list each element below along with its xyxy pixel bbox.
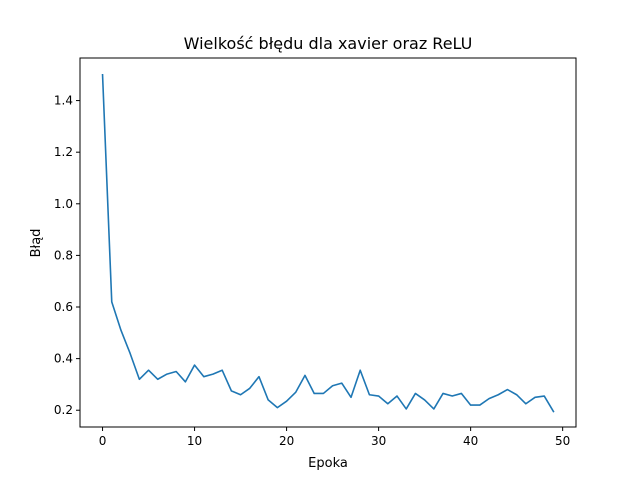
data-point	[534, 396, 536, 398]
data-point	[387, 403, 389, 405]
data-point	[442, 392, 444, 394]
data-point	[313, 392, 315, 394]
data-point	[138, 378, 140, 380]
y-tick-label: 0.8	[54, 248, 73, 262]
data-point	[378, 395, 380, 397]
data-point	[543, 395, 545, 397]
x-tick-label: 50	[555, 434, 570, 448]
x-tick-label: 30	[371, 434, 386, 448]
y-tick-label: 0.6	[54, 300, 73, 314]
data-point	[322, 392, 324, 394]
data-point	[230, 390, 232, 392]
series-line	[101, 73, 555, 413]
x-axis-label: Epoka	[308, 456, 348, 471]
chart-title: Wielkość błędu dla xavier oraz ReLU	[184, 34, 473, 53]
x-tick-label: 20	[279, 434, 294, 448]
data-point	[258, 376, 260, 378]
data-point	[479, 404, 481, 406]
data-point	[405, 408, 407, 410]
data-point	[552, 411, 554, 413]
data-point	[332, 385, 334, 387]
data-point	[497, 394, 499, 396]
data-point	[120, 329, 122, 331]
y-axis-ticks: 0.2 0.4 0.6 0.8 1.0 1.2 1.4	[54, 94, 80, 417]
data-point	[506, 389, 508, 391]
x-tick-label: 10	[187, 434, 202, 448]
data-point	[414, 392, 416, 394]
data-point	[368, 394, 370, 396]
data-point	[396, 395, 398, 397]
x-tick-label: 0	[99, 434, 107, 448]
data-point	[470, 404, 472, 406]
data-point	[286, 400, 288, 402]
data-point	[304, 374, 306, 376]
series-group	[101, 73, 555, 413]
y-tick-label: 1.0	[54, 197, 73, 211]
data-point	[516, 394, 518, 396]
data-point	[157, 378, 159, 380]
data-point	[102, 74, 104, 76]
data-point	[359, 369, 361, 371]
data-point	[148, 369, 150, 371]
data-point	[249, 387, 251, 389]
data-point	[175, 371, 177, 373]
data-point	[433, 408, 435, 410]
data-point	[240, 394, 242, 396]
y-tick-label: 0.4	[54, 352, 73, 366]
data-point	[194, 364, 196, 366]
y-axis-label: Błąd	[29, 229, 44, 258]
data-point	[166, 373, 168, 375]
plot-frame	[79, 57, 577, 428]
data-point	[129, 352, 131, 354]
data-point	[203, 376, 205, 378]
data-point	[295, 391, 297, 393]
data-point	[184, 381, 186, 383]
data-point	[341, 382, 343, 384]
y-tick-label: 1.4	[54, 94, 73, 108]
data-point	[350, 396, 352, 398]
data-point	[451, 395, 453, 397]
y-tick-label: 0.2	[54, 403, 73, 417]
data-point	[221, 369, 223, 371]
data-point	[424, 399, 426, 401]
y-tick-label: 1.2	[54, 145, 73, 159]
data-point	[525, 403, 527, 405]
data-point	[111, 301, 113, 303]
data-point	[276, 407, 278, 409]
data-point	[267, 399, 269, 401]
data-point	[488, 398, 490, 400]
x-tick-label: 40	[463, 434, 478, 448]
data-point	[460, 392, 462, 394]
data-point	[212, 373, 214, 375]
x-axis-ticks: 0 10 20 30 40 50	[99, 427, 570, 448]
